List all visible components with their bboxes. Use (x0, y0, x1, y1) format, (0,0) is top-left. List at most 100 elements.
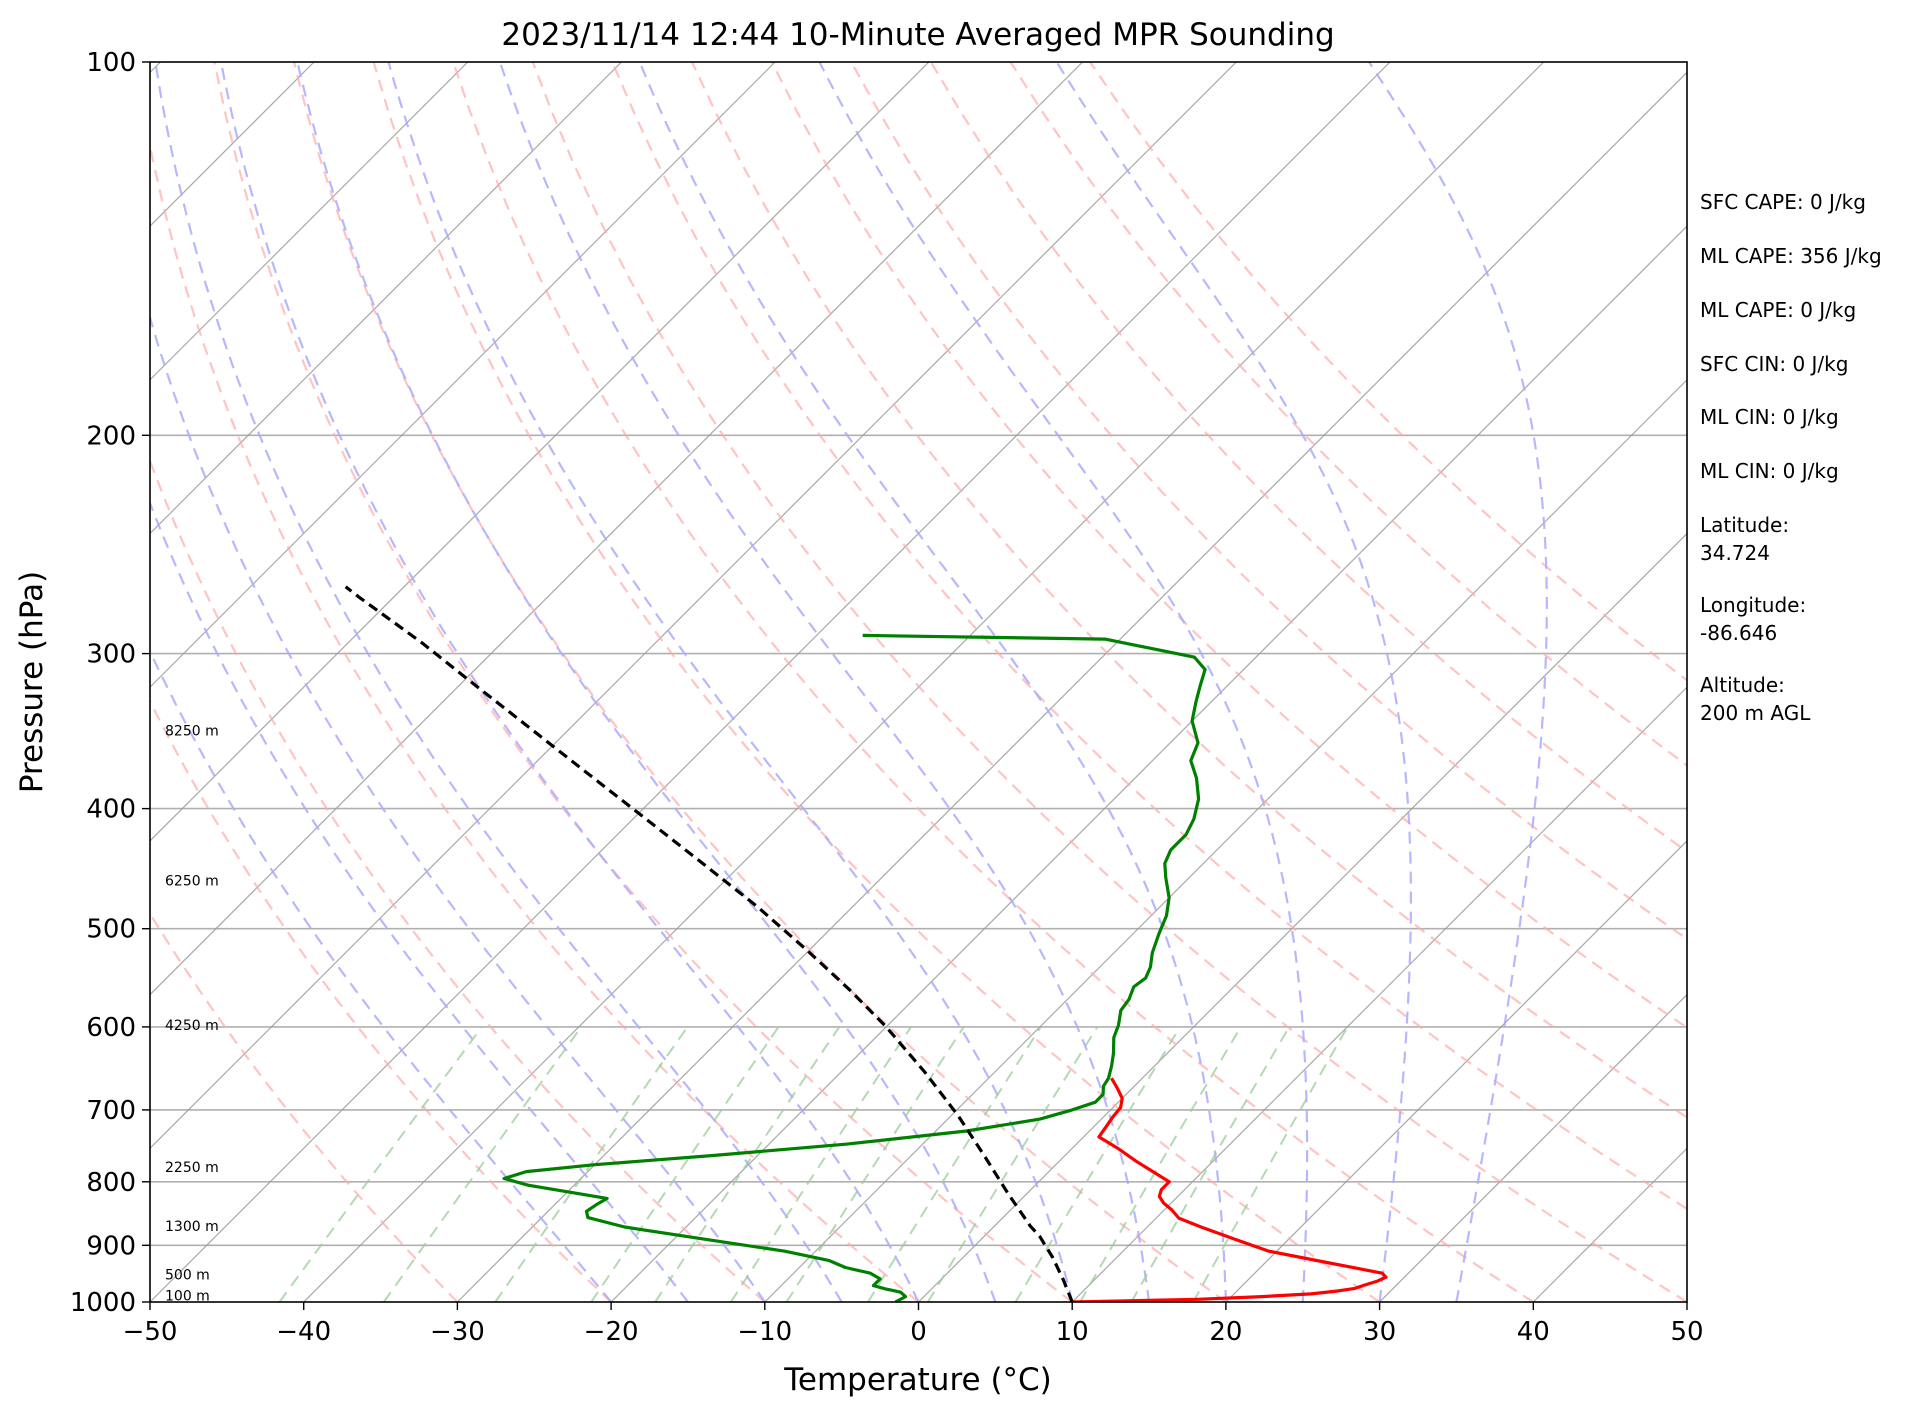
mixing-ratio-line (1192, 1026, 1349, 1302)
isotherm-line (1379, 993, 1687, 1302)
moist-adiabat-line (150, 500, 689, 1302)
dewpoint-line (502, 633, 1207, 1302)
y-tick-label: 500 (86, 915, 136, 945)
x-tick-label: −10 (737, 1317, 792, 1347)
y-tick-label: 300 (86, 640, 136, 670)
height-label: 500 m (165, 1267, 210, 1283)
dry-adiabat-line (213, 62, 1073, 1302)
y-axis-ticks: 100 200 300 400 500 600 700 800 900 1000 (70, 48, 150, 1318)
latitude-value: 34.724 (1700, 541, 1770, 565)
moist-adiabat-line (150, 313, 766, 1302)
x-tick-label: −40 (276, 1317, 331, 1347)
x-tick-label: 20 (1209, 1317, 1242, 1347)
isotherm-line (764, 378, 1687, 1302)
ml-cape-text: ML CAPE: 356 J/kg (1700, 244, 1882, 268)
mixing-ratio-line (494, 1026, 689, 1302)
isotherm-line (150, 62, 1391, 1302)
x-tick-label: 30 (1363, 1317, 1396, 1347)
dry-adiabat-line (150, 140, 920, 1302)
dry-adiabat-line (292, 62, 1227, 1302)
mixing-ratio-line (590, 1026, 780, 1302)
isotherm-line (456, 71, 1687, 1302)
y-tick-label: 200 (86, 421, 136, 451)
sfc-cape-text: SFC CAPE: 0 J/kg (1700, 190, 1866, 214)
y-tick-label: 600 (86, 1013, 136, 1043)
sfc-cin-text: SFC CIN: 0 J/kg (1700, 352, 1848, 376)
moist-adiabat-line (154, 62, 843, 1302)
plot-frame (149, 61, 1688, 1303)
dry-adiabat-line (611, 62, 1687, 1211)
chart-title: 2023/11/14 12:44 10-Minute Averaged MPR … (501, 17, 1334, 53)
mixing-ratio-line (867, 1026, 1042, 1302)
dry-adiabat-line (150, 911, 459, 1302)
parcel-path-line (344, 585, 1074, 1302)
moist-adiabat-line (818, 62, 1309, 1302)
dry-adiabat-line (1009, 62, 1687, 767)
x-axis-ticks: −50 −40 −30 −20 −10 0 10 20 30 40 50 (123, 1302, 1704, 1347)
dry-adiabat-line (150, 698, 612, 1302)
mixing-ratio-line (785, 1026, 965, 1302)
x-tick-label: −30 (430, 1317, 485, 1347)
moist-adiabat-line (1055, 62, 1412, 1302)
height-label: 1300 m (165, 1219, 219, 1235)
isotherm-line (150, 62, 930, 842)
x-tick-label: 40 (1517, 1317, 1550, 1347)
y-tick-label: 100 (86, 48, 136, 78)
moist-adiabat-line (498, 62, 1151, 1302)
isotherm-line (150, 62, 469, 381)
mixing-ratio-line (1079, 1026, 1242, 1302)
mixing-ratio-line (278, 1026, 483, 1302)
longitude-label: Longitude: (1700, 593, 1806, 617)
ml-cape-text-2: ML CAPE: 0 J/kg (1700, 298, 1856, 322)
mixing-ratio-line (730, 1026, 912, 1302)
altitude-value: 200 m AGL (1700, 701, 1811, 725)
isotherm-line (303, 62, 1545, 1302)
dry-adiabat-line (452, 62, 1534, 1302)
moist-adiabat-line (1368, 62, 1548, 1302)
isotherm-line (150, 62, 776, 689)
dry-adiabat-line (691, 62, 1687, 1119)
isotherm-line (610, 225, 1687, 1302)
height-label: 6250 m (165, 873, 219, 889)
latitude-label: Latitude: (1700, 513, 1789, 537)
x-tick-label: 0 (910, 1317, 927, 1347)
moist-adiabat-line (220, 62, 920, 1302)
x-tick-label: −50 (123, 1317, 178, 1347)
height-label: 100 m (165, 1289, 210, 1305)
y-tick-label: 800 (86, 1168, 136, 1198)
y-tick-label: 700 (86, 1096, 136, 1126)
mixing-ratio-line (1130, 1026, 1291, 1302)
mixing-ratio-line (382, 1026, 583, 1302)
ml-cin-text: ML CIN: 0 J/kg (1700, 405, 1839, 429)
isotherm-line (918, 532, 1687, 1302)
isotherm-line (1071, 686, 1687, 1302)
isotherm-line (150, 62, 1084, 996)
isotherm-line (150, 62, 1237, 1150)
x-axis-label: Temperature (°C) (783, 1362, 1052, 1398)
dry-adiabat-line (531, 62, 1687, 1302)
isotherm-line (1225, 840, 1687, 1302)
info-panel: SFC CAPE: 0 J/kg ML CAPE: 356 J/kg ML CA… (1700, 190, 1882, 725)
mixing-ratio-line (1014, 1026, 1181, 1302)
y-tick-label: 400 (86, 795, 136, 825)
altitude-label: Altitude: (1700, 673, 1785, 697)
mixing-ratio-line (654, 1026, 841, 1302)
dry-adiabat-line (150, 457, 766, 1302)
x-tick-label: −20 (584, 1317, 639, 1347)
moist-adiabat-line (638, 62, 1227, 1302)
isotherm-line (150, 62, 622, 535)
height-label: 2250 m (165, 1160, 219, 1176)
dry-adiabat-line (1089, 62, 1687, 682)
ml-cin-text-2: ML CIN: 0 J/kg (1700, 459, 1839, 483)
dry-adiabat-line (372, 62, 1381, 1302)
height-label: 4250 m (165, 1018, 219, 1034)
y-tick-label: 900 (86, 1231, 136, 1261)
data-series (344, 585, 1388, 1302)
moist-adiabat-line (296, 62, 997, 1302)
y-tick-label: 1000 (70, 1288, 136, 1318)
background-lines (150, 62, 1687, 1302)
x-tick-label: 50 (1670, 1317, 1703, 1347)
height-label: 8250 m (165, 724, 219, 740)
temperature-line (1072, 1077, 1388, 1302)
